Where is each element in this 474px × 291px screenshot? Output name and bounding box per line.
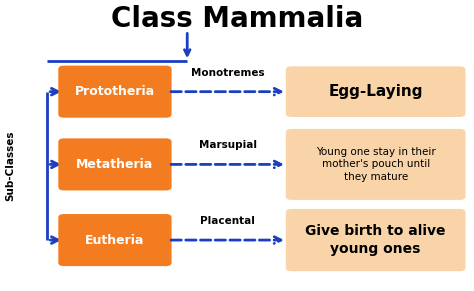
Text: Marsupial: Marsupial [199, 141, 256, 150]
Text: Egg-Laying: Egg-Laying [328, 84, 423, 99]
Text: Young one stay in their
mother's pouch until
they mature: Young one stay in their mother's pouch u… [316, 147, 436, 182]
Text: Placental: Placental [200, 216, 255, 226]
FancyBboxPatch shape [286, 129, 465, 200]
FancyBboxPatch shape [58, 214, 172, 266]
FancyBboxPatch shape [286, 209, 465, 271]
Text: Monotremes: Monotremes [191, 68, 264, 78]
Text: Prototheria: Prototheria [75, 85, 155, 98]
Text: Sub-Classes: Sub-Classes [5, 131, 16, 201]
Text: Class Mammalia: Class Mammalia [111, 5, 363, 33]
Text: Give birth to alive
young ones: Give birth to alive young ones [305, 224, 446, 256]
FancyBboxPatch shape [58, 66, 172, 118]
FancyBboxPatch shape [286, 66, 465, 117]
Text: Metatheria: Metatheria [76, 158, 154, 171]
FancyBboxPatch shape [58, 139, 172, 191]
Text: Eutheria: Eutheria [85, 234, 145, 246]
